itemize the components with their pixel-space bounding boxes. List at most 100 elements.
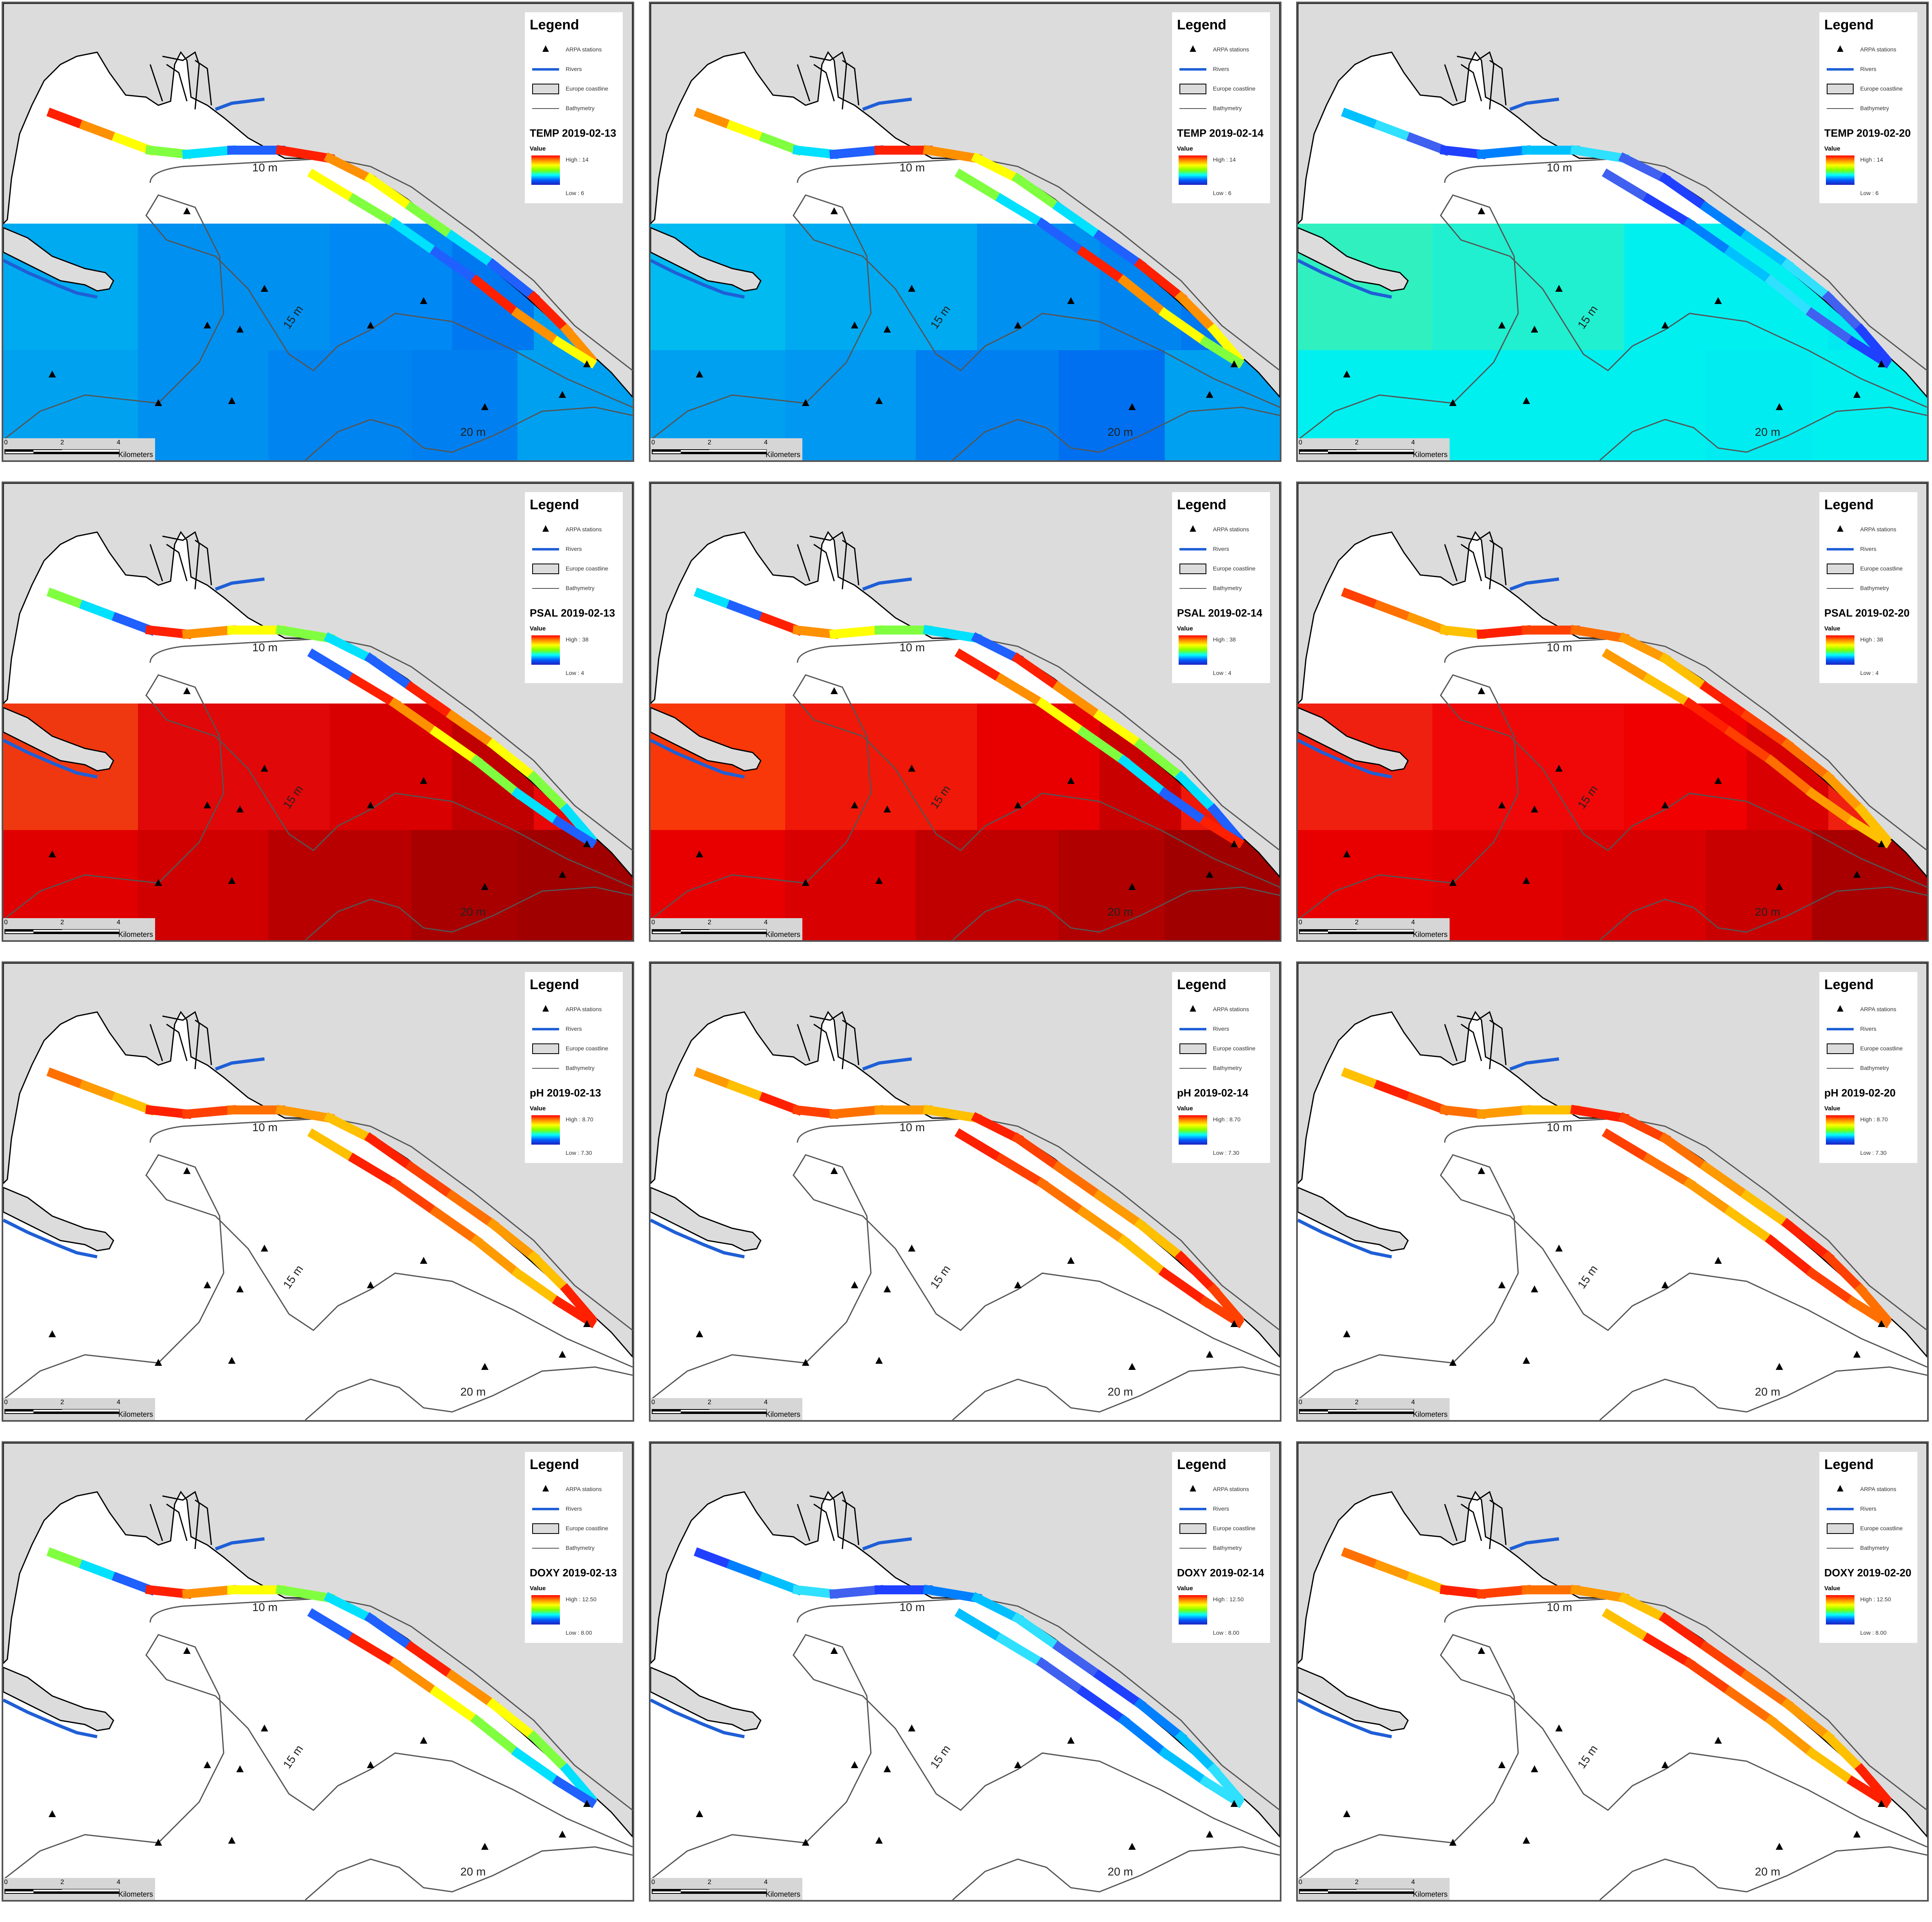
station-marker[interactable] (1661, 801, 1669, 808)
station-marker[interactable] (1014, 1761, 1022, 1768)
station-marker[interactable] (1206, 871, 1213, 878)
map-canvas[interactable]: 10 m 15 m 20 m (651, 483, 1280, 940)
station-marker[interactable] (1206, 391, 1213, 398)
station-marker[interactable] (155, 879, 162, 886)
station-marker[interactable] (1206, 1831, 1213, 1838)
station-marker[interactable] (183, 1647, 191, 1654)
map-panel-7[interactable]: 10 m 15 m 20 m Legend ARPA stations Rive… (2, 961, 634, 1422)
station-marker[interactable] (875, 397, 883, 404)
station-marker[interactable] (831, 1647, 838, 1654)
station-marker[interactable] (204, 801, 211, 808)
map-panel-4[interactable]: 10 m 15 m 20 m Legend ARPA stations Rive… (2, 482, 634, 942)
station-marker[interactable] (851, 801, 858, 808)
station-marker[interactable] (802, 399, 809, 406)
station-marker[interactable] (481, 403, 489, 410)
station-marker[interactable] (1478, 1167, 1485, 1174)
station-marker[interactable] (1555, 1724, 1563, 1731)
station-marker[interactable] (49, 1810, 56, 1817)
station-marker[interactable] (831, 687, 838, 694)
station-marker[interactable] (583, 1320, 591, 1327)
station-marker[interactable] (420, 1257, 427, 1264)
station-marker[interactable] (228, 1357, 235, 1364)
station-marker[interactable] (696, 371, 703, 377)
map-canvas[interactable]: 10 m 15 m 20 m (1298, 3, 1927, 460)
map-panel-2[interactable]: 10 m 15 m 20 m Legend ARPA stations Rive… (649, 2, 1281, 462)
station-marker[interactable] (1531, 806, 1538, 812)
map-canvas[interactable]: 10 m 15 m 20 m (1298, 483, 1927, 940)
station-marker[interactable] (1776, 403, 1783, 410)
map-canvas[interactable]: 10 m 15 m 20 m (3, 963, 633, 1420)
station-marker[interactable] (1661, 322, 1669, 328)
station-marker[interactable] (1128, 1363, 1136, 1370)
station-marker[interactable] (851, 1281, 858, 1288)
map-panel-9[interactable]: 10 m 15 m 20 m Legend ARPA stations Rive… (1296, 961, 1929, 1422)
station-marker[interactable] (1853, 1831, 1861, 1838)
station-marker[interactable] (1014, 1281, 1022, 1288)
station-marker[interactable] (228, 877, 235, 884)
station-marker[interactable] (1523, 877, 1530, 884)
map-canvas[interactable]: 10 m 15 m 20 m (1298, 963, 1927, 1420)
station-marker[interactable] (1230, 1320, 1238, 1327)
station-marker[interactable] (1531, 1765, 1538, 1772)
station-marker[interactable] (1555, 285, 1563, 292)
station-marker[interactable] (204, 322, 211, 328)
station-marker[interactable] (1498, 322, 1506, 328)
station-marker[interactable] (908, 1724, 915, 1731)
station-marker[interactable] (1498, 1281, 1506, 1288)
station-marker[interactable] (875, 1357, 883, 1364)
station-marker[interactable] (802, 1839, 809, 1846)
station-marker[interactable] (1067, 1257, 1075, 1264)
station-marker[interactable] (1230, 360, 1238, 367)
map-panel-10[interactable]: 10 m 15 m 20 m Legend ARPA stations Rive… (2, 1441, 634, 1902)
station-marker[interactable] (1853, 1351, 1861, 1358)
station-marker[interactable] (420, 1737, 427, 1744)
map-canvas[interactable]: 10 m 15 m 20 m (3, 3, 633, 460)
station-marker[interactable] (204, 1761, 211, 1768)
station-marker[interactable] (420, 297, 427, 304)
station-marker[interactable] (236, 1765, 244, 1772)
station-marker[interactable] (1714, 297, 1722, 304)
station-marker[interactable] (236, 806, 244, 812)
station-marker[interactable] (228, 1837, 235, 1844)
station-marker[interactable] (559, 871, 566, 878)
map-panel-1[interactable]: 10 m 15 m 20 m Legend ARPA stations Rive… (2, 2, 634, 462)
station-marker[interactable] (696, 1330, 703, 1337)
station-marker[interactable] (1230, 1800, 1238, 1807)
station-marker[interactable] (1230, 840, 1238, 847)
map-canvas[interactable]: 10 m 15 m 20 m (651, 3, 1280, 460)
station-marker[interactable] (1067, 297, 1075, 304)
station-marker[interactable] (559, 1351, 566, 1358)
station-marker[interactable] (875, 877, 883, 884)
map-panel-8[interactable]: 10 m 15 m 20 m Legend ARPA stations Rive… (649, 961, 1281, 1422)
station-marker[interactable] (49, 1330, 56, 1337)
station-marker[interactable] (183, 1167, 191, 1174)
map-canvas[interactable]: 10 m 15 m 20 m (651, 1443, 1280, 1900)
station-marker[interactable] (1661, 1761, 1669, 1768)
station-marker[interactable] (236, 1285, 244, 1292)
station-marker[interactable] (1478, 687, 1485, 694)
map-panel-12[interactable]: 10 m 15 m 20 m Legend ARPA stations Rive… (1296, 1441, 1929, 1902)
station-marker[interactable] (1776, 1843, 1783, 1850)
station-marker[interactable] (1776, 1363, 1783, 1370)
station-marker[interactable] (1853, 391, 1861, 398)
map-panel-11[interactable]: 10 m 15 m 20 m Legend ARPA stations Rive… (649, 1441, 1281, 1902)
station-marker[interactable] (261, 1724, 268, 1731)
station-marker[interactable] (1853, 871, 1861, 878)
station-marker[interactable] (420, 777, 427, 784)
map-canvas[interactable]: 10 m 15 m 20 m (3, 1443, 633, 1900)
station-marker[interactable] (1067, 1737, 1075, 1744)
map-canvas[interactable]: 10 m 15 m 20 m (3, 483, 633, 940)
station-marker[interactable] (884, 806, 891, 812)
station-marker[interactable] (261, 1245, 268, 1252)
station-marker[interactable] (1206, 1351, 1213, 1358)
station-marker[interactable] (1531, 326, 1538, 333)
station-marker[interactable] (481, 1363, 489, 1370)
station-marker[interactable] (875, 1837, 883, 1844)
station-marker[interactable] (1128, 883, 1136, 890)
station-marker[interactable] (155, 399, 162, 406)
station-marker[interactable] (831, 207, 838, 214)
station-marker[interactable] (49, 371, 56, 377)
station-marker[interactable] (1343, 1810, 1350, 1817)
map-canvas[interactable]: 10 m 15 m 20 m (651, 963, 1280, 1420)
station-marker[interactable] (1878, 1320, 1885, 1327)
